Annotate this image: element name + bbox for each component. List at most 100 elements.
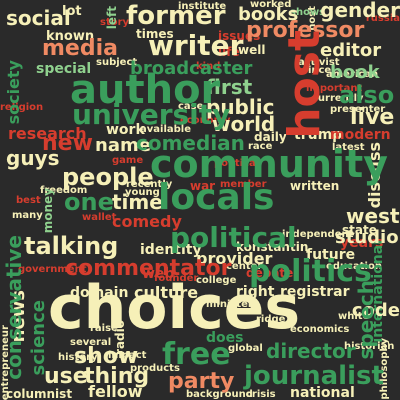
word-code: code bbox=[351, 300, 400, 321]
word-broadcaster: broadcaster bbox=[130, 58, 253, 79]
word-latest: latest bbox=[332, 142, 365, 153]
word-professor: professor bbox=[246, 18, 365, 43]
word-society: society bbox=[4, 60, 23, 125]
word-provider: provider bbox=[196, 249, 273, 268]
word-social: social bbox=[6, 6, 71, 30]
word-center: center bbox=[226, 261, 263, 272]
word-registrar: registrar bbox=[280, 284, 350, 300]
word-thing: thing bbox=[84, 364, 150, 389]
word-use: use bbox=[44, 364, 88, 389]
word-economy: economy bbox=[180, 115, 231, 126]
word-special: special bbox=[36, 61, 92, 77]
word-konstantin: konstantin bbox=[236, 240, 309, 254]
word-game: game bbox=[112, 155, 144, 166]
word-show: show bbox=[74, 344, 139, 369]
word-institute: institute bbox=[178, 1, 227, 12]
word-guys: guys bbox=[6, 146, 60, 170]
word-freedom: freedom bbox=[40, 185, 88, 196]
word-russia: russia bbox=[365, 13, 400, 24]
word-debate: debate bbox=[246, 266, 294, 280]
word-recently: recently bbox=[126, 179, 173, 190]
word-editor: editor bbox=[320, 40, 382, 61]
word-independent: independent bbox=[282, 229, 354, 240]
word-book: book bbox=[330, 62, 380, 83]
word-lot: lot bbox=[62, 4, 82, 19]
word-free: free bbox=[162, 337, 231, 372]
word-written: written bbox=[290, 179, 340, 193]
word-crisis: crisis bbox=[246, 389, 276, 400]
word-new: new bbox=[42, 131, 93, 156]
word-books: books bbox=[238, 4, 299, 25]
word-raise: raise bbox=[90, 323, 118, 334]
word-future: future bbox=[306, 247, 356, 263]
word-race: race bbox=[248, 141, 273, 152]
word-case: case bbox=[178, 101, 204, 112]
word-gender: gender bbox=[320, 0, 400, 22]
word-live: live bbox=[350, 105, 395, 130]
word-story: story bbox=[100, 17, 130, 28]
word-former: former bbox=[126, 1, 226, 31]
word-conservative: conservative bbox=[2, 235, 26, 380]
word-locals: locals bbox=[158, 177, 275, 218]
word-impact: impact bbox=[108, 350, 147, 361]
word-left: left bbox=[105, 6, 119, 30]
word-journalist: journalist bbox=[244, 361, 384, 391]
word-choices: choices bbox=[48, 273, 301, 343]
word-white: white bbox=[338, 311, 370, 322]
word-national: national bbox=[290, 385, 355, 400]
word-daily: daily bbox=[254, 130, 287, 144]
word-world: world bbox=[212, 112, 276, 136]
word-writer: writer bbox=[148, 29, 244, 62]
word-known: known bbox=[46, 29, 95, 44]
word-government: government bbox=[18, 264, 87, 275]
word-subject: subject bbox=[96, 57, 138, 68]
word-young: young bbox=[125, 187, 160, 198]
word-first: first bbox=[206, 75, 253, 99]
word-years: years bbox=[340, 235, 384, 251]
word-identity: identity bbox=[140, 242, 202, 258]
word-host: host bbox=[279, 30, 330, 139]
word-columnist: columnist bbox=[6, 387, 73, 400]
word-studio: studio bbox=[335, 227, 399, 248]
word-times: times bbox=[136, 27, 174, 41]
word-party: party bbox=[168, 369, 235, 394]
word-research: research bbox=[8, 124, 87, 143]
word-history: history bbox=[58, 352, 98, 363]
word-domain: domain bbox=[70, 285, 129, 301]
word-available: available bbox=[140, 124, 191, 135]
word-worked: worked bbox=[250, 0, 292, 10]
word-right: right bbox=[236, 284, 275, 300]
word-political: political bbox=[214, 158, 260, 169]
word-background: background bbox=[186, 389, 253, 400]
word-modern: modern bbox=[330, 127, 391, 143]
word-economics: economics bbox=[290, 324, 350, 335]
word-people: people bbox=[62, 163, 154, 191]
word-talking: talking bbox=[24, 232, 119, 260]
word-commentator: commentator bbox=[65, 256, 232, 281]
word-many: many bbox=[12, 210, 43, 221]
word-politics: politics bbox=[249, 254, 372, 289]
word-director: director bbox=[266, 339, 356, 363]
word-currently: currently bbox=[312, 93, 364, 104]
word-also: also bbox=[339, 81, 395, 109]
word-ridge: ridge bbox=[256, 314, 286, 325]
word-several: several bbox=[70, 337, 112, 348]
word-money: money bbox=[41, 188, 55, 234]
word-speech: speech bbox=[354, 280, 378, 360]
word-time: time bbox=[112, 190, 163, 214]
word-political: political bbox=[170, 221, 297, 254]
word-web: web bbox=[142, 266, 175, 282]
word-culture: culture bbox=[134, 283, 199, 302]
word-minister: minister bbox=[206, 299, 253, 310]
word-public: public bbox=[206, 95, 275, 119]
word-state: state bbox=[342, 223, 377, 237]
word-member: member bbox=[220, 179, 267, 190]
word-religion: religion bbox=[0, 102, 44, 113]
word-historian: historian bbox=[344, 341, 395, 352]
word-name: name bbox=[95, 135, 151, 156]
word-community: community bbox=[150, 142, 388, 186]
word-west: west bbox=[346, 204, 400, 228]
word-products: products bbox=[130, 363, 180, 374]
word-wallet: wallet bbox=[82, 212, 117, 223]
